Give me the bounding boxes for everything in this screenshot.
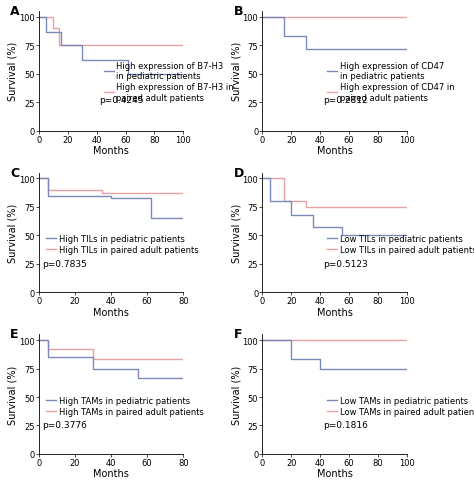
Text: p=0.2812: p=0.2812 <box>323 95 368 105</box>
Text: p=0.3776: p=0.3776 <box>42 421 87 430</box>
X-axis label: Months: Months <box>317 146 353 156</box>
Text: A: A <box>10 5 20 18</box>
Legend: Low TILs in pediatric patients, Low TILs in paired adult patients: Low TILs in pediatric patients, Low TILs… <box>327 235 474 255</box>
Legend: High expression of B7-H3
in pediatric patients, High expression of B7-H3 in
pair: High expression of B7-H3 in pediatric pa… <box>104 61 234 102</box>
Legend: High expression of CD47
in pediatric patients, High expression of CD47 in
paired: High expression of CD47 in pediatric pat… <box>327 61 455 102</box>
X-axis label: Months: Months <box>317 307 353 317</box>
Legend: High TILs in pediatric patients, High TILs in paired adult patients: High TILs in pediatric patients, High TI… <box>46 235 198 255</box>
Text: E: E <box>10 328 18 341</box>
X-axis label: Months: Months <box>93 469 129 479</box>
Y-axis label: Survival (%): Survival (%) <box>231 42 241 101</box>
Text: F: F <box>234 328 242 341</box>
Text: p=0.5123: p=0.5123 <box>323 259 368 268</box>
Text: B: B <box>234 5 243 18</box>
Y-axis label: Survival (%): Survival (%) <box>231 203 241 263</box>
Text: p=0.7835: p=0.7835 <box>42 259 87 268</box>
Text: D: D <box>234 166 244 179</box>
X-axis label: Months: Months <box>93 146 129 156</box>
Y-axis label: Survival (%): Survival (%) <box>8 365 18 424</box>
Y-axis label: Survival (%): Survival (%) <box>8 42 18 101</box>
Y-axis label: Survival (%): Survival (%) <box>231 365 241 424</box>
X-axis label: Months: Months <box>93 307 129 317</box>
Legend: Low TAMs in pediatric patients, Low TAMs in paired adult patients: Low TAMs in pediatric patients, Low TAMs… <box>327 396 474 416</box>
X-axis label: Months: Months <box>317 469 353 479</box>
Text: p=0.1816: p=0.1816 <box>323 421 368 430</box>
Text: C: C <box>10 166 19 179</box>
Y-axis label: Survival (%): Survival (%) <box>8 203 18 263</box>
Legend: High TAMs in pediatric patients, High TAMs in paired adult patients: High TAMs in pediatric patients, High TA… <box>46 396 203 416</box>
Text: p=0.4245: p=0.4245 <box>100 95 144 105</box>
